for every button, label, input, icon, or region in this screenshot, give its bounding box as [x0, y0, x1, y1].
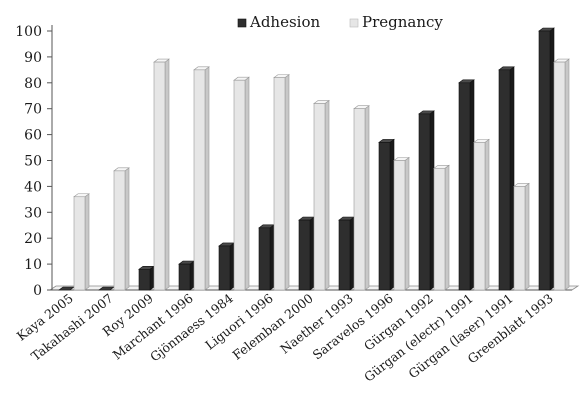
bar-pregnancy [153, 58, 170, 291]
y-tick-label: 20 [24, 231, 42, 247]
bar-pregnancy [113, 167, 130, 291]
bar-pregnancy [73, 193, 90, 291]
legend-label-adhesion: Adhesion [249, 13, 320, 31]
bar-adhesion [298, 216, 315, 291]
bar-adhesion [498, 66, 515, 291]
bar-adhesion [258, 224, 275, 291]
bar-pregnancy [313, 99, 330, 291]
bar-adhesion [538, 27, 555, 291]
chart-bars [58, 27, 570, 291]
y-tick-label: 100 [15, 24, 42, 40]
bar-adhesion [178, 260, 195, 291]
bar-pregnancy [393, 156, 410, 291]
chart-legend: Adhesion Pregnancy [237, 13, 443, 31]
y-tick-label: 60 [24, 128, 42, 144]
bar-adhesion [338, 216, 355, 291]
bar-adhesion [378, 138, 395, 291]
bar-pregnancy [193, 66, 210, 291]
legend-swatch-pregnancy [349, 18, 359, 28]
y-tick-label: 50 [24, 154, 42, 170]
y-tick-label: 30 [24, 205, 42, 221]
bar-adhesion [418, 110, 435, 291]
bar-pregnancy [353, 105, 370, 291]
y-tick-label: 10 [24, 257, 42, 273]
legend-label-pregnancy: Pregnancy [362, 13, 443, 31]
y-tick-label: 40 [24, 179, 42, 195]
bar-pregnancy [433, 164, 450, 291]
y-tick-label: 80 [24, 76, 42, 92]
y-tick-label: 0 [33, 283, 42, 299]
bar-pregnancy [273, 74, 290, 291]
y-tick-label: 90 [24, 50, 42, 66]
bar-adhesion [218, 242, 235, 291]
y-tick-label: 70 [24, 102, 42, 118]
bar-pregnancy [513, 182, 530, 291]
bar-adhesion [458, 79, 475, 291]
bar-adhesion [138, 265, 155, 291]
bar-pregnancy [473, 138, 490, 291]
bar-pregnancy [553, 58, 570, 291]
bar-pregnancy [233, 76, 250, 291]
legend-swatch-adhesion [237, 18, 247, 28]
